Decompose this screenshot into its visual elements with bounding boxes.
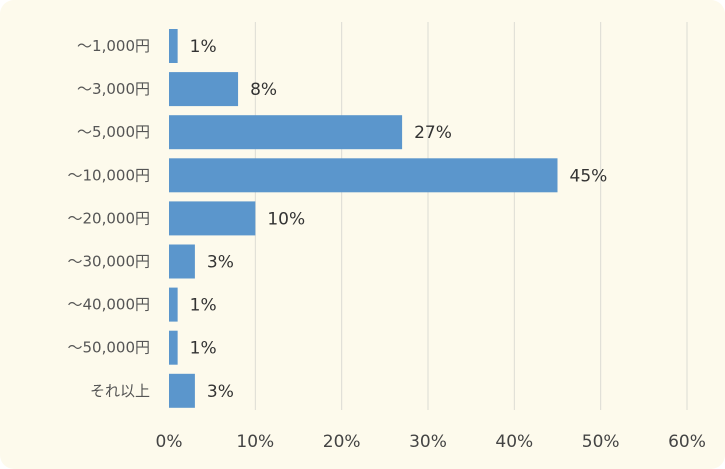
x-tick-label: 30% [409,432,447,452]
x-tick-label: 50% [582,432,620,452]
data-label: 27% [414,123,452,143]
data-label: 45% [570,166,608,186]
x-tick-label: 60% [668,432,706,452]
x-axis-tick-labels: 0% 10% 20% 30% 40% 50% 60% [156,432,706,452]
data-label: 3% [207,382,234,402]
category-label: ～20,000円 [68,209,151,227]
bar [169,373,195,408]
category-labels: ～1,000円 ～3,000円 ～5,000円 ～10,000円 ～20,000円 ～30… [68,37,151,400]
category-label: ～3,000円 [77,80,150,98]
grid-lines [254,22,688,410]
data-label: 3% [207,253,234,273]
bar [169,330,178,365]
bar [169,287,178,322]
data-label: 1% [190,37,217,57]
bar [169,244,195,279]
data-label: 1% [190,296,217,316]
x-tick-label: 20% [323,432,361,452]
bars [169,29,558,408]
category-label: ～1,000円 [77,37,150,55]
x-tick-label: 0% [156,432,183,452]
bar [169,201,256,236]
x-tick-label: 10% [236,432,274,452]
x-tick-label: 40% [495,432,533,452]
bar [169,158,558,193]
value-labels: 1% 8% 27% 45% 10% 3% 1% 1% 3% [190,37,608,402]
category-label: ～30,000円 [68,253,151,271]
bar [169,29,178,63]
category-label: ～40,000円 [68,296,151,314]
category-label: ～50,000円 [68,339,151,357]
category-label: それ以上 [90,382,150,400]
category-label: ～5,000円 [77,123,150,141]
bar [169,72,239,107]
bar [169,115,403,150]
data-label: 8% [250,80,277,100]
data-label: 1% [190,339,217,359]
category-label: ～10,000円 [68,166,151,184]
data-label: 10% [267,209,305,229]
